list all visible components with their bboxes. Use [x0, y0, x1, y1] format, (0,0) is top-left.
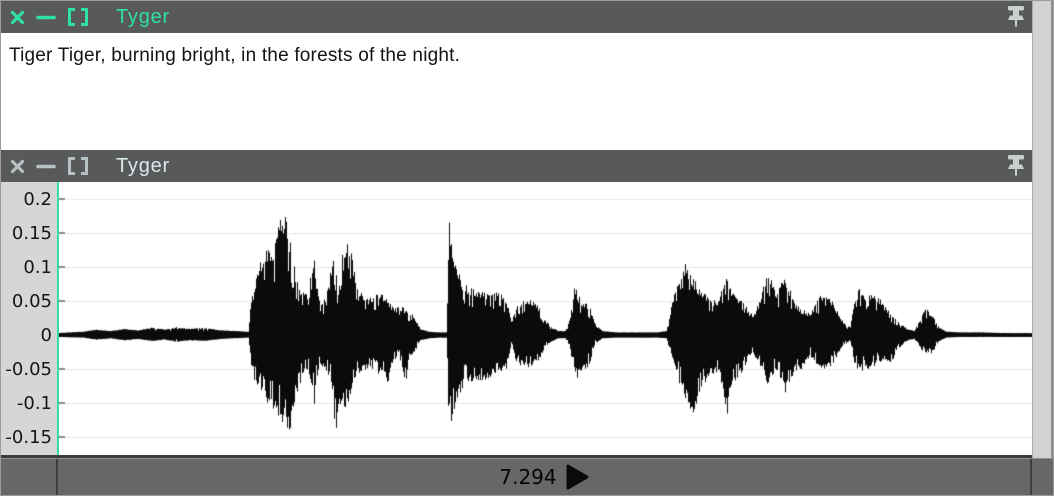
- text-panel-titlebar: Tyger: [1, 1, 1032, 33]
- y-tick-label: 0.15: [11, 222, 52, 244]
- transport-right-segment: [1032, 459, 1053, 495]
- panel-title: Tyger: [116, 154, 171, 177]
- y-tick-label: -0.1: [16, 392, 52, 414]
- y-tick-label: 0.2: [23, 188, 52, 210]
- maximize-icon[interactable]: [67, 7, 89, 27]
- maximize-icon[interactable]: [67, 156, 89, 176]
- sound-panel-titlebar: Tyger: [1, 150, 1032, 182]
- pin-icon[interactable]: [1005, 154, 1027, 183]
- text-editor[interactable]: Tiger Tiger, burning bright, in the fore…: [1, 33, 1032, 150]
- y-tick-label: -0.15: [5, 426, 52, 448]
- y-tick-label: -0.05: [5, 358, 52, 380]
- pin-icon[interactable]: [1005, 5, 1027, 34]
- transport-left-segment: [1, 459, 58, 495]
- scrollbar-transport: 7.294: [1, 458, 1053, 495]
- transport-scrollbar[interactable]: 7.294: [58, 459, 1032, 495]
- minimize-icon[interactable]: [36, 159, 56, 174]
- text-content: Tiger Tiger, burning bright, in the fore…: [9, 45, 461, 66]
- play-icon[interactable]: [565, 464, 589, 490]
- vertical-scrollbar[interactable]: [1032, 1, 1053, 458]
- y-axis: 0.2 0.15 0.1 0.05 0 -0.05 -0.1 -0.15: [1, 182, 58, 455]
- close-icon[interactable]: [10, 159, 25, 174]
- y-tick-label: 0.05: [11, 290, 52, 312]
- close-icon[interactable]: [10, 10, 25, 25]
- waveform-plot[interactable]: [58, 182, 1032, 455]
- time-readout: 7.294: [499, 465, 557, 489]
- playback-cursor[interactable]: [57, 182, 59, 455]
- minimize-icon[interactable]: [36, 10, 56, 25]
- panel-title: Tyger: [116, 5, 171, 28]
- y-tick-label: 0: [40, 324, 52, 346]
- waveform-area: 0.2 0.15 0.1 0.05 0 -0.05 -0.1 -0.15: [1, 182, 1032, 458]
- y-tick-label: 0.1: [23, 256, 52, 278]
